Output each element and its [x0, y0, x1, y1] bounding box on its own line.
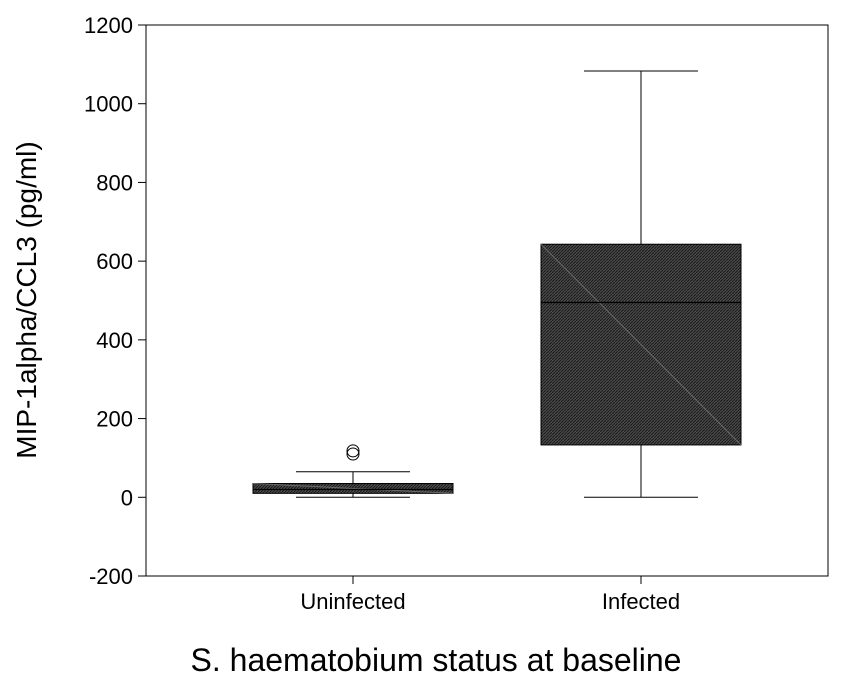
plot-frame: [145, 24, 829, 577]
x-axis-title: S. haematobium status at baseline: [191, 642, 682, 678]
box-uninfected: [252, 444, 454, 498]
y-tick-label: 0: [121, 485, 133, 510]
y-tick-label: 800: [96, 170, 133, 195]
y-tick-label: 400: [96, 328, 133, 353]
y-tick-label: 1000: [84, 92, 133, 117]
y-tick-label: 1200: [84, 13, 133, 38]
y-tick-label: 200: [96, 407, 133, 432]
box-infected: [540, 70, 742, 498]
x-tick-label: Uninfected: [300, 589, 405, 614]
y-tick-label: 600: [96, 249, 133, 274]
x-axis-ticks: Uninfected Infected: [300, 576, 680, 614]
y-axis-title: MIP-1alpha/CCL3 (pg/ml): [11, 141, 42, 458]
outlier-point: [346, 447, 360, 461]
y-tick-label: -200: [89, 564, 133, 589]
box-series: [252, 70, 742, 498]
x-tick-label: Infected: [602, 589, 680, 614]
outlier-point: [346, 444, 360, 458]
box-hatch-diagonal: [252, 483, 454, 494]
box-hatch-diagonal: [540, 243, 742, 446]
y-axis-ticks: -200 0 200 400 600 800 1000 1200: [84, 13, 146, 589]
